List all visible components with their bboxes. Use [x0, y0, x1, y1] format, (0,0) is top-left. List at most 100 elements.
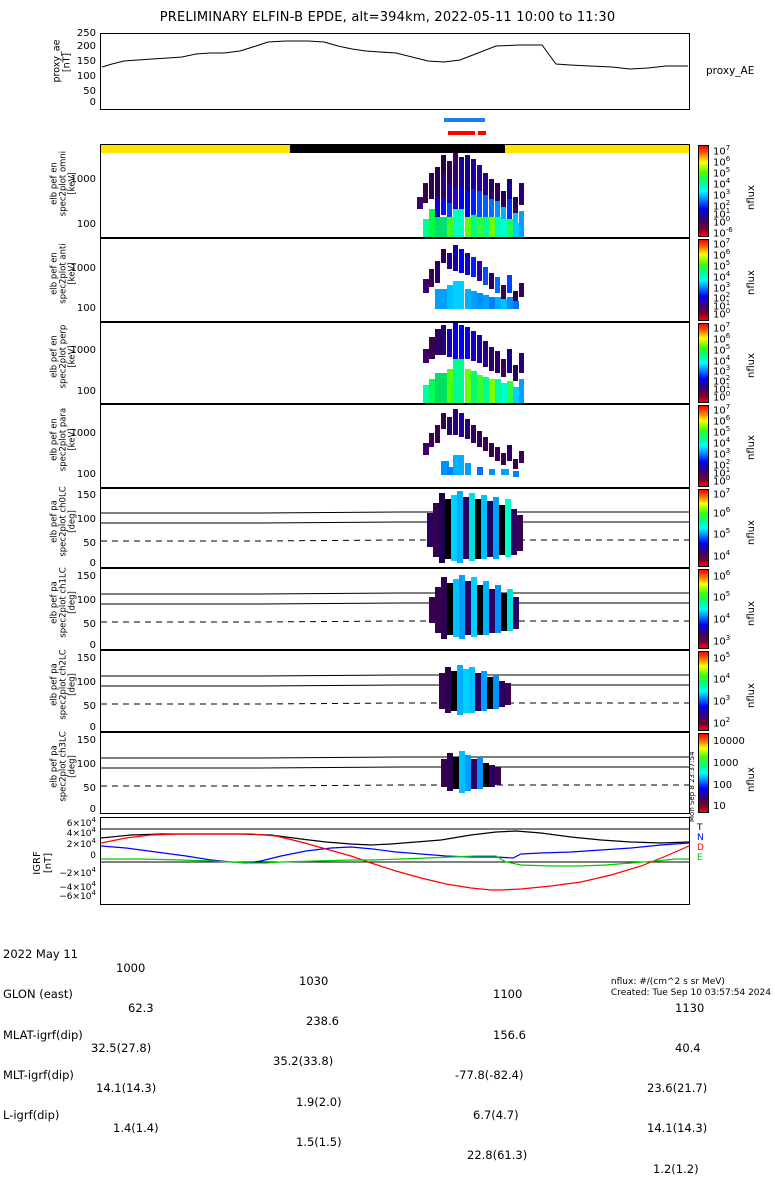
cell: 156.6: [493, 1027, 526, 1042]
cbar-title: nflux: [746, 683, 757, 708]
cbar-label: 104: [713, 354, 731, 368]
cbar-title: nflux: [746, 270, 757, 295]
cbar-label: 102: [713, 716, 731, 730]
cbar-label: 106: [713, 506, 731, 520]
row-label: L-igrf(dip): [3, 1108, 60, 1123]
cbar-label: 102: [713, 291, 731, 305]
cbar-title: nflux: [746, 185, 757, 210]
spec-panel-omni: [100, 144, 690, 238]
cell: 14.1(14.3): [96, 1081, 157, 1096]
cbar-label: 105: [713, 590, 731, 604]
pa-ch3lc-ytick: 150: [76, 735, 96, 746]
igrf-ytick: 4×104: [66, 826, 96, 839]
credits-block: nflux: #/(cm^2 s sr MeV) Created: Tue Sep…: [611, 977, 771, 998]
proxy-ae-trace: [101, 40, 688, 70]
cbar-title: nflux: [746, 520, 757, 545]
spec-omni-ytick: 1000: [70, 174, 96, 185]
cbar-label: 104: [713, 612, 731, 626]
cbar-label: 103: [713, 634, 731, 648]
cbar-label: 103: [713, 188, 731, 202]
cbar-label: 101: [713, 299, 731, 313]
cbar-label: 100: [713, 215, 731, 229]
cell: 1000: [116, 960, 146, 975]
table-row: 2022 May 11 1000 1030 1100 1130: [3, 935, 704, 1014]
cell: 1100: [493, 987, 523, 1002]
pa-ch1lc-ytick: 100: [76, 595, 96, 606]
pa-panel-ch3lc: [100, 732, 690, 814]
cbar-label: 106: [713, 569, 731, 583]
cbar-label: 105: [713, 425, 731, 439]
ae-ytick: 150: [76, 56, 96, 67]
igrf-side-timestamp: Mon Sep 8 23:37:54: [688, 751, 696, 822]
igrf-ytick: −6×104: [59, 889, 96, 902]
ae-ytick: 100: [76, 71, 96, 82]
pa-ch2lc-ytick: 50: [83, 701, 96, 712]
pa-ch3lc-ytick: 50: [83, 783, 96, 794]
pa-panel-ch2lc: [100, 650, 690, 732]
spec-para-ytick: 1000: [70, 428, 96, 439]
colorbar-ch0lc: [698, 489, 709, 567]
pa-ch0lc-data: [101, 491, 689, 563]
pa-ch3lc-ytick: 0: [89, 804, 96, 815]
pa-ch2lc-ytick: 150: [76, 653, 96, 664]
spec-para-data: [423, 409, 524, 477]
cbar-label: 107: [713, 321, 731, 335]
igrf-ytick: −2×104: [59, 866, 96, 879]
cbar-label: 104: [713, 177, 731, 191]
proxy-ae-panel: [100, 33, 690, 110]
cell: 35.2(33.8): [273, 1054, 334, 1069]
ae-ytick: 250: [76, 28, 96, 39]
pa-panel-ch0lc: [100, 488, 690, 568]
cbar-label: 102: [713, 374, 731, 388]
colorbar-perp: [698, 323, 709, 403]
cell: 40.4: [675, 1041, 701, 1056]
spec-panel-anti: [100, 238, 690, 322]
igrf-ytick: 2×104: [66, 837, 96, 850]
pa-ch3lc-ytick: 100: [76, 759, 96, 770]
spec-perp-ytick: 100: [76, 386, 96, 397]
cell: 1.2(1.2): [653, 1161, 699, 1176]
table-row: GLON (east) 62.3 238.6 156.6 40.4: [3, 975, 701, 1055]
cell: 1030: [299, 974, 329, 989]
igrf-legend-T: T: [697, 823, 703, 833]
cell: 32.5(27.8): [91, 1041, 152, 1056]
cell: 1130: [675, 1000, 705, 1015]
cbar-label: 10-6: [713, 226, 733, 240]
igrf-legend-E: E: [697, 853, 703, 863]
red-interval-bar: [478, 131, 486, 135]
cell: 23.6(21.7): [647, 1081, 708, 1096]
igrf-legend-N: N: [697, 833, 704, 843]
cbar-label: 100: [713, 390, 731, 404]
cell: 1.9(2.0): [296, 1094, 342, 1109]
trace-E: [101, 855, 689, 867]
proxy-ae-right-label: proxy_AE: [706, 65, 755, 77]
cbar-label: 107: [713, 487, 731, 501]
pa-ch1lc-ytick: 50: [83, 619, 96, 630]
cbar-label: 101: [713, 466, 731, 480]
cbar-label: 103: [713, 447, 731, 461]
colorbar-anti: [698, 239, 709, 321]
table-row: L-igrf(dip) 1.4(1.4) 1.5(1.5) 22.8(61.3)…: [3, 1096, 699, 1175]
ae-ytick: 50: [83, 86, 96, 97]
igrf-legend-D: D: [697, 843, 704, 853]
cbar-title: nflux: [746, 601, 757, 626]
cbar-label: 10: [713, 801, 726, 812]
row-label: 2022 May 11: [3, 947, 78, 962]
bottom-parameter-table: 2022 May 11 1000 1030 1100 1130 GLON (ea…: [3, 908, 707, 1175]
cell: 14.1(14.3): [647, 1121, 708, 1136]
pa-panel-ch1lc: [100, 568, 690, 650]
page-title: PRELIMINARY ELFIN-B EPDE, alt=394km, 202…: [159, 10, 616, 25]
cbar-label: 105: [713, 166, 731, 180]
cbar-label: 106: [713, 332, 731, 346]
cell: 62.3: [128, 1000, 154, 1015]
cell: 22.8(61.3): [467, 1148, 528, 1163]
colorbar-ch3lc: [698, 733, 709, 813]
cbar-label: 107: [713, 403, 731, 417]
spec-panel-para: [100, 404, 690, 488]
pa-ch1lc-data: [101, 575, 689, 639]
spec-perp-data: [423, 323, 524, 403]
spec-anti-data: [423, 245, 524, 309]
cell: 1.4(1.4): [113, 1121, 159, 1136]
spec-panel-perp: [100, 322, 690, 404]
ae-ytick: 0: [89, 97, 96, 108]
